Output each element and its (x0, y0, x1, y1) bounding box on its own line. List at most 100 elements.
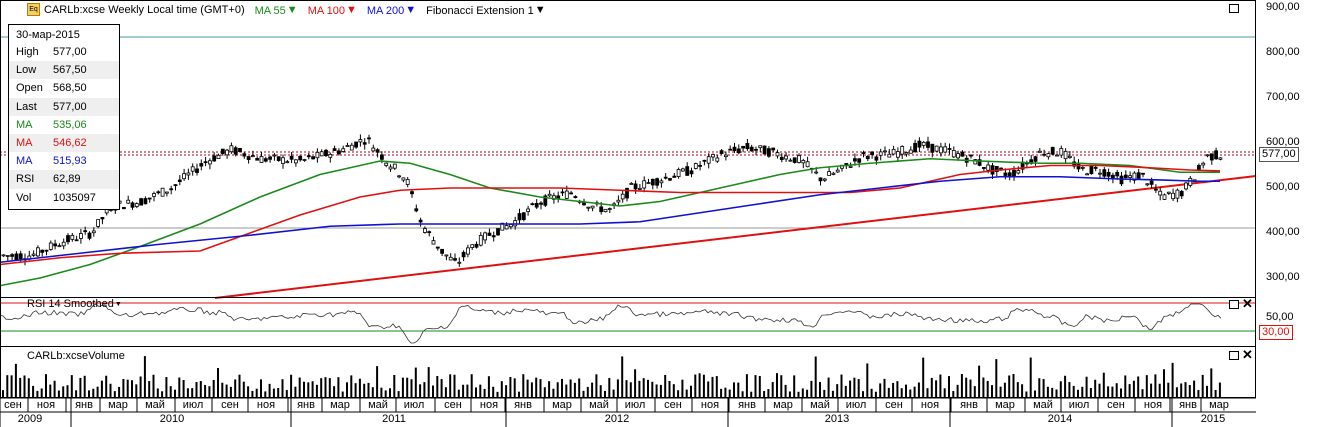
rsi-panel[interactable] (0, 297, 1256, 347)
month-label: ноя (1143, 399, 1163, 411)
close-icon[interactable]: ✕ (1242, 296, 1253, 311)
volume-bar (685, 389, 688, 398)
candle-body (238, 147, 242, 153)
volume-bar (776, 373, 778, 398)
candle-body (896, 151, 900, 158)
candle-body (414, 208, 419, 212)
candle-body (392, 163, 397, 169)
candle-body (422, 228, 427, 233)
candle-body (745, 143, 750, 150)
candle-body (719, 150, 724, 154)
volume-bar (720, 388, 723, 398)
month-label: ноя (700, 399, 720, 411)
month-label: мар (995, 399, 1015, 411)
volume-bar (397, 391, 400, 398)
candle-body (259, 156, 264, 163)
symbol-title[interactable]: CARLb:xcse Weekly Local time (GMT+0) (44, 4, 245, 16)
volume-bar (272, 388, 275, 398)
volume-bar (113, 391, 116, 398)
volume-bar (290, 374, 293, 398)
volume-bar (591, 382, 594, 398)
volume-bar (677, 390, 680, 398)
candle-body (1132, 172, 1137, 181)
ma55-label[interactable]: MA 55▼ (254, 3, 298, 17)
ma100-label[interactable]: MA 100▼ (307, 3, 357, 17)
volume-bar (1145, 375, 1148, 398)
candle-body (66, 235, 70, 243)
candle-body (693, 163, 698, 169)
candle-body (1042, 153, 1046, 156)
candle-body (44, 249, 49, 252)
volume-bar (522, 374, 525, 398)
candle-body (947, 148, 952, 150)
candle-body (784, 155, 788, 160)
rsi-title[interactable]: RSI 14 Smoothed▼ (27, 298, 122, 310)
volume-bar (586, 386, 589, 398)
candle-body (1205, 154, 1210, 157)
maximize-icon[interactable] (1229, 4, 1239, 13)
volume-bar (10, 375, 13, 398)
volume-bar (1064, 375, 1067, 398)
volume-bar (1085, 376, 1088, 398)
candle-body (1102, 169, 1107, 177)
volume-bar (599, 385, 602, 398)
candle-body (246, 156, 251, 160)
candle-body (586, 206, 591, 209)
volume-bar (174, 389, 176, 398)
candle-body (61, 241, 66, 247)
volume-bar (1059, 381, 1062, 398)
candle-body (126, 199, 131, 204)
candle-body (160, 187, 165, 197)
candle-body (57, 245, 62, 248)
month-label: мар (773, 399, 793, 411)
fibonacci-label[interactable]: Fibonacci Extension 1▼ (426, 3, 546, 17)
maximize-icon[interactable] (1229, 351, 1239, 360)
candle-body (539, 202, 543, 205)
candle-body (607, 208, 612, 210)
candle-body (865, 156, 870, 160)
volume-bar (767, 389, 770, 398)
volume-bar (986, 380, 989, 398)
candle-body (487, 232, 492, 236)
month-label: май (810, 399, 830, 411)
candle-body (917, 140, 922, 148)
fibonacci-trend-line (214, 175, 1257, 299)
candle-body (982, 167, 986, 169)
month-label: сен (221, 399, 239, 411)
info-row: Vol 1035097 (9, 189, 119, 207)
candle-body (444, 254, 449, 257)
candle-body (156, 191, 161, 194)
candle-body (319, 151, 324, 157)
volume-bar (634, 369, 637, 398)
volume-bar (432, 385, 434, 398)
candle-body (1037, 150, 1042, 153)
volume-bar (999, 386, 1002, 398)
volume-bar (281, 379, 284, 398)
volume-bar (1029, 357, 1032, 398)
candle-body (822, 178, 827, 181)
volume-bar (827, 377, 830, 398)
candle-body (655, 178, 659, 186)
candle-body (1115, 172, 1120, 177)
candle-body (1059, 148, 1064, 156)
close-icon[interactable]: ✕ (1242, 347, 1253, 362)
volume-bar (393, 374, 396, 398)
volume-bar (384, 390, 387, 398)
candle-body (311, 156, 316, 160)
ma200-label[interactable]: MA 200▼ (366, 3, 417, 17)
volume-bar (724, 387, 727, 398)
volume-bar (849, 380, 852, 398)
volume-bar (277, 388, 280, 398)
info-row: MA 535,06 (9, 116, 119, 134)
candle-body (328, 153, 333, 158)
maximize-icon[interactable] (1229, 300, 1239, 309)
candle-body (70, 235, 75, 240)
candle-body (530, 203, 535, 206)
candle-body (1123, 174, 1128, 178)
volume-bar (324, 377, 327, 398)
candle-body (681, 168, 685, 172)
volume-title[interactable]: CARLb:xcseVolume (27, 350, 125, 362)
volume-panel[interactable] (0, 346, 1256, 398)
price-panel[interactable] (0, 0, 1256, 298)
